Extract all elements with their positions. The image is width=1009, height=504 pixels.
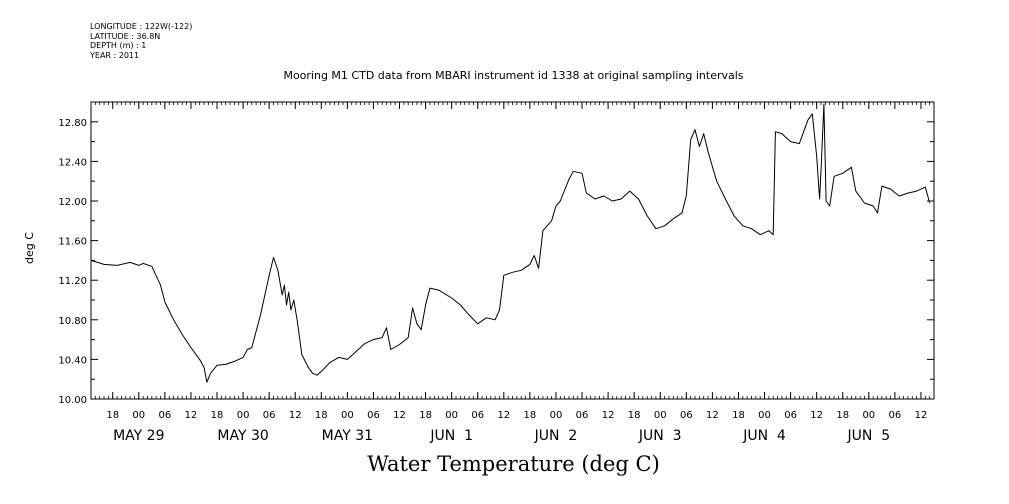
x-tick-label: 00 <box>341 410 354 421</box>
x-tick-label: 06 <box>784 410 797 421</box>
x-tick-label: 18 <box>211 410 224 421</box>
x-date-label: MAY 31 <box>322 428 373 444</box>
y-tick-label: 10.40 <box>58 355 87 366</box>
minor-ticks <box>90 102 935 399</box>
x-tick-label: 06 <box>576 410 589 421</box>
plot-border <box>90 101 935 400</box>
longitude-label: LONGITUDE : 122W(-122) <box>90 22 193 31</box>
x-tick-label: 06 <box>889 410 902 421</box>
x-tick-label: 12 <box>915 410 928 421</box>
x-tick-label: 06 <box>471 410 484 421</box>
x-tick-label: 18 <box>315 410 328 421</box>
x-tick-label: 18 <box>106 410 119 421</box>
chart-title: Mooring M1 CTD data from MBARI instrumen… <box>283 69 744 82</box>
x-tick-label: 00 <box>862 410 875 421</box>
x-tick-label: 00 <box>132 410 145 421</box>
x-date-label: MAY 29 <box>113 428 164 444</box>
x-tick-label: 12 <box>185 410 198 421</box>
x-axis-title: Water Temperature (deg C) <box>367 452 660 476</box>
x-axis: 18 00 06 12 18 00 06 12 18 00 06 12 18 00 06 12 18 00 06 12… <box>106 102 927 444</box>
y-tick-label: 10.00 <box>58 395 87 406</box>
x-tick-label: 00 <box>445 410 458 421</box>
x-date-label: JUN 5 <box>846 428 890 444</box>
x-date-label: JUN 1 <box>429 428 473 444</box>
y-tick-label: 12.00 <box>58 197 87 208</box>
x-tick-label: 12 <box>289 410 302 421</box>
x-tick-label: 00 <box>758 410 771 421</box>
x-tick-label: 12 <box>497 410 510 421</box>
y-axis-label: deg C <box>23 232 36 264</box>
x-tick-label: 00 <box>654 410 667 421</box>
x-tick-label: 18 <box>836 410 849 421</box>
x-tick-label: 06 <box>263 410 276 421</box>
metadata-block: LONGITUDE : 122W(-122) LATITUDE : 36.8N … <box>90 22 192 60</box>
x-tick-label: 12 <box>810 410 823 421</box>
x-tick-label: 06 <box>367 410 380 421</box>
x-date-label: JUN 3 <box>638 428 682 444</box>
y-axis: 10.00 10.40 10.80 11.20 11.60 12.00 12.40 12.80 <box>58 101 934 406</box>
plot-frame <box>90 101 935 400</box>
depth-label: DEPTH (m) : 1 <box>90 41 147 50</box>
y-tick-label: 12.40 <box>58 157 87 168</box>
latitude-label: LATITUDE : 36.8N <box>90 31 161 41</box>
y-tick-label: 11.60 <box>58 237 87 248</box>
year-label: YEAR : 2011 <box>90 50 140 60</box>
x-tick-label: 12 <box>706 410 719 421</box>
x-tick-label: 06 <box>680 410 693 421</box>
x-date-label: JUN 4 <box>742 428 786 444</box>
x-date-label: MAY 30 <box>217 428 268 444</box>
x-tick-label: 18 <box>628 410 641 421</box>
series-group <box>90 103 931 383</box>
x-tick-label: 18 <box>419 410 432 421</box>
x-tick-label: 12 <box>393 410 406 421</box>
x-tick-label: 12 <box>602 410 615 421</box>
x-tick-label: 00 <box>550 410 563 421</box>
y-tick-label: 11.20 <box>58 276 87 287</box>
y-tick-label: 10.80 <box>58 316 87 327</box>
x-date-label: JUN 2 <box>534 428 578 444</box>
y-tick-label: 12.80 <box>58 118 87 129</box>
temperature-series-line <box>90 103 931 383</box>
x-tick-label: 18 <box>524 410 537 421</box>
x-tick-label: 18 <box>732 410 745 421</box>
x-tick-label: 06 <box>159 410 172 421</box>
x-tick-label: 00 <box>237 410 250 421</box>
